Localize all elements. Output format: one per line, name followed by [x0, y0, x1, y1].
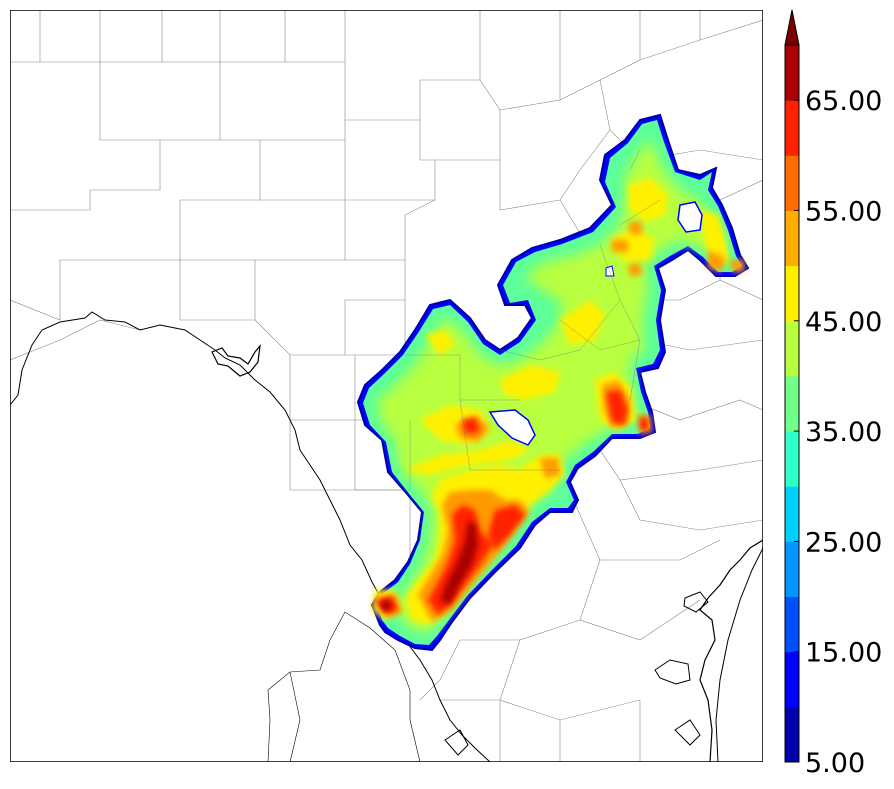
colorbar-segment: [785, 431, 799, 487]
rainfall-field: [356, 113, 750, 652]
colorbar-segment: [785, 706, 799, 763]
colorbar-segment: [785, 375, 799, 432]
colorbar-tick-label: 65.00: [805, 86, 882, 117]
colorbar-segment: [785, 265, 799, 322]
colorbar-segment: [785, 486, 799, 542]
colorbar-segment: [785, 596, 799, 653]
county-boundaries-overlay: [355, 149, 661, 491]
colorbar-segment: [785, 45, 799, 101]
coastal-bays: [444, 591, 709, 756]
colorbar: 5.00 15.00 25.00 35.00 45.00 55.00 65.00: [784, 9, 882, 779]
colorbar-tick-label: 55.00: [805, 196, 882, 227]
field-gap: [605, 265, 615, 277]
colorbar-segment: [785, 541, 799, 598]
field-extreme-core: [440, 520, 478, 605]
colorbar-outline: [784, 44, 800, 763]
mexico-state-lines: [267, 611, 421, 762]
colorbar-tick-label: 5.00: [805, 748, 865, 779]
colorbar-tick-label: 35.00: [805, 417, 882, 448]
gulf-coastline: [699, 539, 763, 762]
colorbar-segment: [785, 210, 799, 267]
colorbar-segment: [785, 320, 799, 377]
reservoir-outline: [211, 344, 261, 377]
field-gap: [488, 409, 536, 446]
map-panel: [10, 10, 763, 762]
colorbar-extend-arrow: [784, 9, 800, 46]
rio-grande-boundary: [10, 311, 491, 762]
colorbar-tick-label: 15.00: [805, 638, 882, 669]
barrier-island: [715, 547, 763, 762]
colorbar-segment: [785, 651, 799, 708]
field-gap: [677, 201, 703, 233]
colorbar-tick-label: 25.00: [805, 527, 882, 558]
colorbar-tick-label: 45.00: [805, 307, 882, 338]
colorbar-segment: [785, 100, 799, 156]
colorbar-segment: [785, 155, 799, 211]
